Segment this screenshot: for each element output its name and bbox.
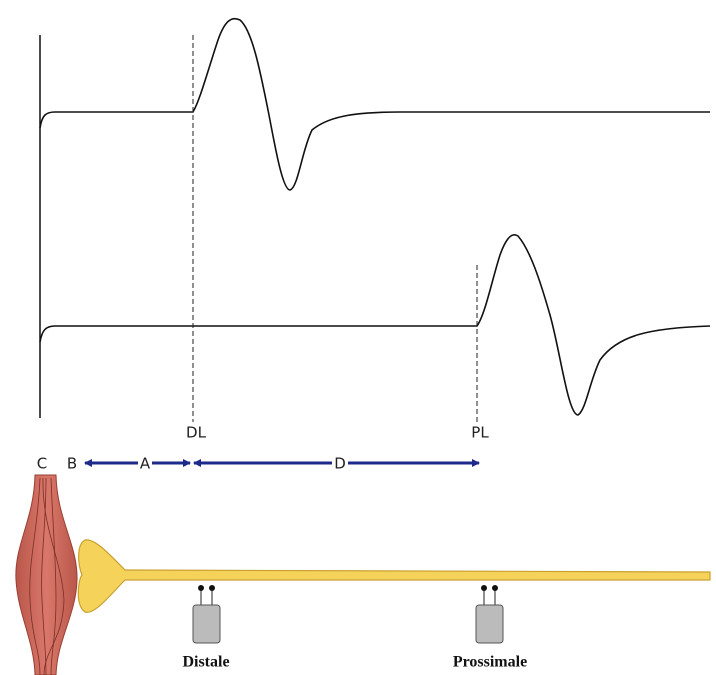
proximal-label: Prossimale: [453, 654, 527, 671]
muscle-fibers: [29, 477, 65, 675]
d-label: D: [334, 455, 346, 473]
distal-label: Distale: [182, 654, 229, 671]
pl-label: PL: [471, 424, 489, 442]
b-label: B: [67, 455, 77, 473]
distal-trace: [39, 17, 710, 191]
c-label: C: [37, 455, 47, 473]
dl-label: DL: [186, 424, 207, 442]
a-label: A: [140, 455, 151, 473]
proximal-trace: [39, 234, 711, 416]
muscle: [15, 474, 78, 675]
nerve: [77, 539, 711, 613]
distal-electrode: [192, 585, 221, 644]
proximal-electrode: [475, 585, 504, 644]
